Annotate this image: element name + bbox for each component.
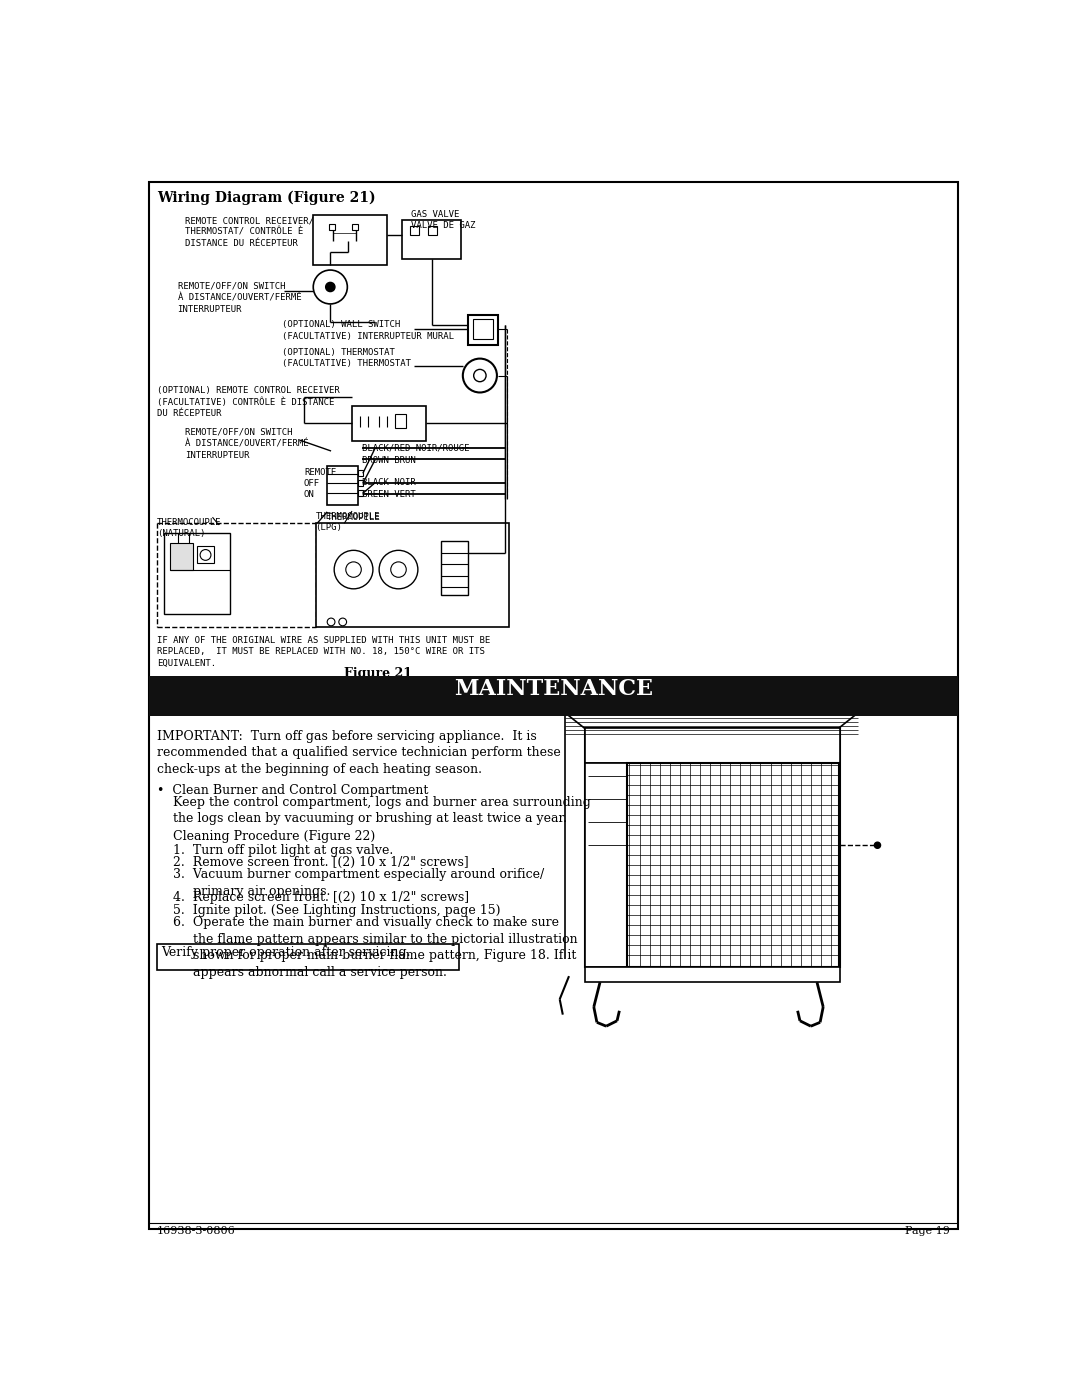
Text: Wiring Diagram (Figure 21): Wiring Diagram (Figure 21) [157,191,376,205]
Text: OFF: OFF [303,479,320,489]
Text: REMOTE CONTROL RECEIVER/
THERMOSTAT/ CONTRÔLE È
DISTANCE DU RÉCEPTEUR: REMOTE CONTROL RECEIVER/ THERMOSTAT/ CON… [186,217,314,249]
Text: IF ANY OF THE ORIGINAL WIRE AS SUPPLIED WITH THIS UNIT MUST BE
REPLACED,  IT MUS: IF ANY OF THE ORIGINAL WIRE AS SUPPLIED … [157,636,490,668]
Bar [359,471,363,476]
Text: Keep the control compartment, logs and burner area surrounding
    the logs clea: Keep the control compartment, logs and b… [157,796,591,826]
Text: BLACK NOIR: BLACK NOIR [362,478,416,488]
Ellipse shape [200,549,211,560]
Text: Figure 21: Figure 21 [345,666,413,679]
Text: (OPTIONAL) WALL SWITCH
(FACULTATIVE) INTERRUPTEUR MURAL: (OPTIONAL) WALL SWITCH (FACULTATIVE) INT… [282,320,455,341]
Bar [584,763,627,967]
Text: MAINTENANCE: MAINTENANCE [454,678,653,700]
Text: THERMOCOUPLE
(LPG): THERMOCOUPLE (LPG) [315,511,380,532]
Text: IMPORTANT:  Turn off gas before servicing appliance.  It is
recommended that a q: IMPORTANT: Turn off gas before servicing… [157,729,561,775]
Ellipse shape [313,270,348,305]
Text: REMOTE: REMOTE [303,468,336,476]
Bar [359,481,363,486]
Bar [394,414,406,427]
Bar [428,226,437,236]
Text: REMOTE/OFF/ON SWITCH
À DISTANCE/OUVERT/FERMÉ
INTERRUPTEUR: REMOTE/OFF/ON SWITCH À DISTANCE/OUVERT/F… [186,427,309,460]
Bar [352,224,359,231]
Ellipse shape [327,617,335,626]
Ellipse shape [346,562,362,577]
Text: 3.  Vacuum burner compartment especially around orifice/
         primary air op: 3. Vacuum burner compartment especially … [157,869,544,898]
Ellipse shape [463,359,497,393]
Bar [359,490,363,496]
Ellipse shape [474,369,486,381]
Bar [149,676,958,715]
Bar [584,967,840,982]
Ellipse shape [326,282,335,292]
Bar [315,524,510,627]
Bar [197,546,214,563]
Bar [313,215,387,265]
Bar [164,534,230,615]
Ellipse shape [339,617,347,626]
Bar [352,407,426,441]
Bar [584,728,840,967]
Text: (OPTIONAL) REMOTE CONTROL RECEIVER
(FACULTATIVE) CONTRÔLE È DISTANCE
DU RÉCEPTEU: (OPTIONAL) REMOTE CONTROL RECEIVER (FACU… [157,386,339,418]
Bar [327,467,359,504]
Text: 1.  Turn off pilot light at gas valve.: 1. Turn off pilot light at gas valve. [157,844,393,856]
Text: THERMOPILE: THERMOPILE [327,513,381,521]
Text: 6.  Operate the main burner and visually check to make sure
         the flame p: 6. Operate the main burner and visually … [157,916,578,978]
Text: •  Clean Burner and Control Compartment: • Clean Burner and Control Compartment [157,784,428,796]
Text: Cleaning Procedure (Figure 22): Cleaning Procedure (Figure 22) [157,830,375,842]
Text: Page 19: Page 19 [905,1227,950,1236]
Bar [469,316,498,345]
Ellipse shape [379,550,418,588]
Text: 4.  Replace screen front. [(2) 10 x 1/2" screws]: 4. Replace screen front. [(2) 10 x 1/2" … [157,891,469,904]
Text: 2.  Remove screen front. [(2) 10 x 1/2" screws]: 2. Remove screen front. [(2) 10 x 1/2" s… [157,856,469,869]
Bar [441,541,469,595]
Bar [410,226,419,236]
Text: REMOTE/OFF/ON SWITCH
À DISTANCE/OUVERT/FERMÉ
INTERRUPTEUR: REMOTE/OFF/ON SWITCH À DISTANCE/OUVERT/F… [177,282,301,313]
Text: 16938-3-0806: 16938-3-0806 [157,1227,235,1236]
Text: (OPTIONAL) THERMOSTAT
(FACULTATIVE) THERMOSTAT: (OPTIONAL) THERMOSTAT (FACULTATIVE) THER… [282,348,411,369]
Bar [473,320,494,339]
Bar [584,728,840,763]
Text: BROWN BRUN: BROWN BRUN [362,455,416,465]
Text: ON: ON [303,489,314,499]
Bar [403,219,460,258]
Bar [149,182,958,1229]
Text: GREEN VERT: GREEN VERT [362,489,416,499]
Ellipse shape [875,842,880,848]
Bar [157,944,459,970]
Bar [627,763,839,967]
Ellipse shape [391,562,406,577]
Bar [170,543,193,570]
Bar [328,224,335,231]
Text: BLACK/RED NOIR/ROUGE: BLACK/RED NOIR/ROUGE [362,443,470,453]
Text: 5.  Ignite pilot. (See Lighting Instructions, page 15): 5. Ignite pilot. (See Lighting Instructi… [157,904,500,916]
Text: Verify proper operation after servicing.: Verify proper operation after servicing. [161,946,410,960]
Text: THERMOCOUPLE
(NATURAL): THERMOCOUPLE (NATURAL) [157,518,221,538]
Ellipse shape [334,550,373,588]
Text: GAS VALVE
VALVE DE GAZ: GAS VALVE VALVE DE GAZ [410,210,475,231]
